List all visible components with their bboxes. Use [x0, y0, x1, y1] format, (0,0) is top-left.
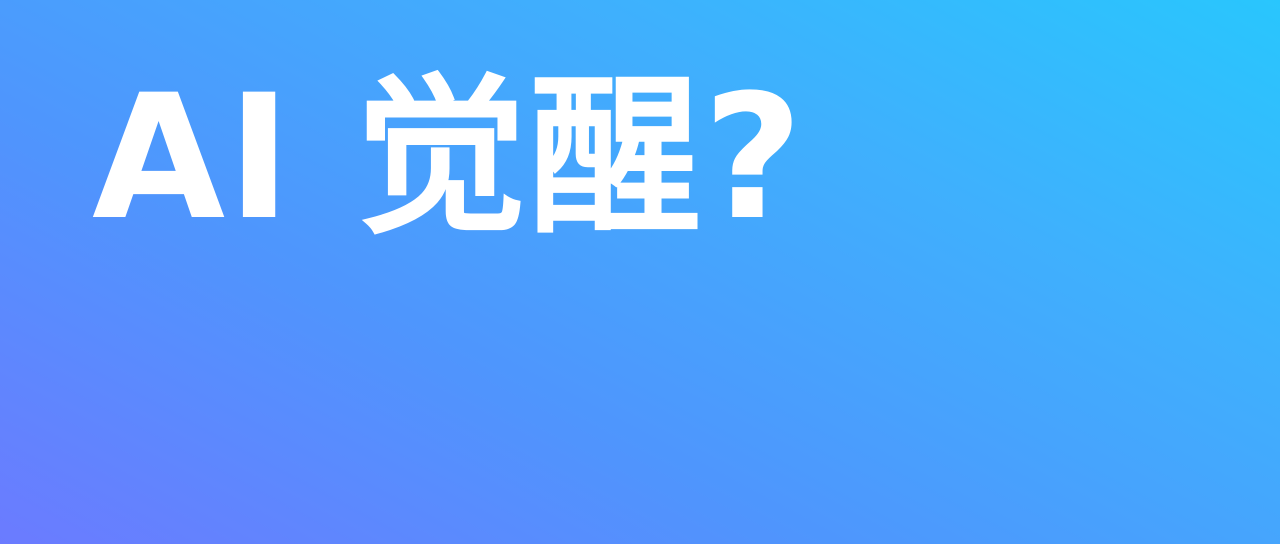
headline-title: AI 觉醒?: [92, 57, 805, 258]
